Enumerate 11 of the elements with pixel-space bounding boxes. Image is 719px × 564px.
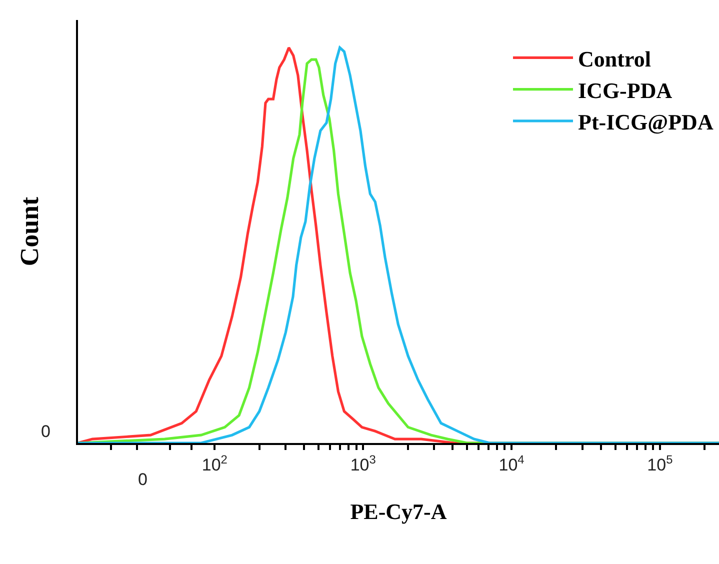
y-axis-title: Count [14, 196, 44, 266]
legend-label: Control [578, 46, 651, 72]
text: 0 [138, 470, 148, 489]
x-axis-title: PE-Cy7-A [350, 498, 447, 524]
x-tick-label: 10$^{4}$ [498, 452, 525, 474]
text: 0 [41, 422, 50, 441]
x-tick-label: 10$^{5}$ [647, 452, 674, 474]
legend-label: Pt-ICG@PDA [578, 110, 714, 134]
legend-label: ICG-PDA [578, 78, 672, 103]
x-tick-label: 10$^{2}$ [202, 452, 228, 474]
x-tick-label: 10$^{3}$ [350, 452, 376, 474]
